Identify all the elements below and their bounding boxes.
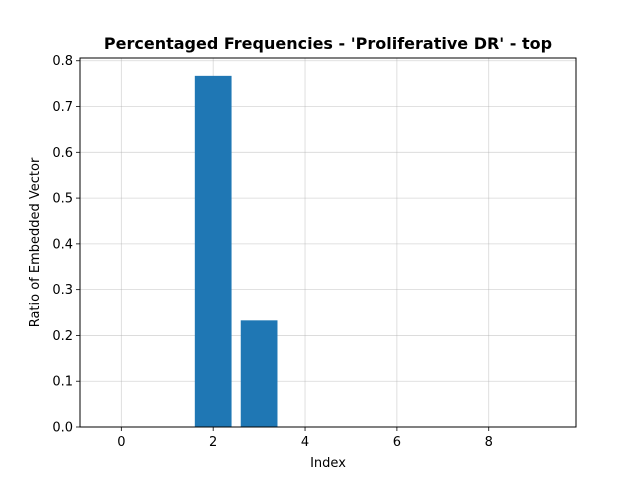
x-tick-label: 8 [485,435,493,450]
y-tick-label: 0.7 [52,100,73,115]
x-tick-label: 2 [209,435,217,450]
plot-area-frame [79,57,577,428]
chart-title: Percentaged Frequencies - 'Proliferative… [104,34,552,53]
x-tick-label: 4 [301,435,309,450]
y-tick-label: 0.1 [52,375,73,390]
y-tick-label: 0.5 [52,192,73,207]
x-tick-label: 6 [393,435,401,450]
bar-layer [194,75,278,428]
y-tick-label: 0.2 [52,329,73,344]
y-axis-label: Ratio of Embedded Vector [28,157,43,327]
x-axis-ticks: 0 2 4 6 8 [117,427,493,450]
x-tick-label: 0 [117,435,125,450]
y-tick-label: 0.4 [52,237,73,252]
y-tick-label: 0.3 [52,283,73,298]
y-tick-label: 0.6 [52,146,73,161]
bar [240,320,278,427]
y-axis-ticks: 0.0 0.1 0.2 0.3 0.4 0.5 0.6 0.7 0.8 [52,54,80,436]
y-tick-label: 0.0 [52,421,73,436]
x-axis-label: Index [310,456,346,471]
bar [194,75,232,428]
y-tick-label: 0.8 [52,54,73,69]
